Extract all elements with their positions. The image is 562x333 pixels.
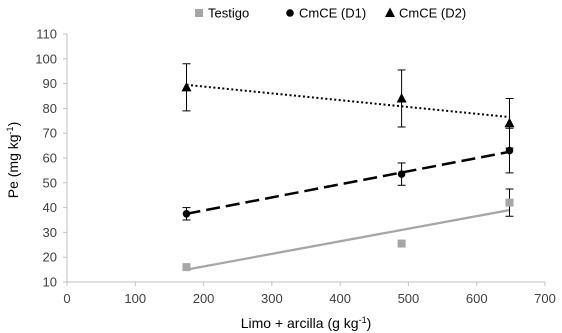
- data-point-cmce-d1: [505, 146, 514, 155]
- x-tick-label: 400: [329, 291, 351, 306]
- data-point-cmce-d2: [181, 81, 192, 92]
- data-point-testigo: [182, 263, 191, 272]
- y-axis-label: Pe (mg kg-1): [5, 122, 21, 199]
- legend: Testigo CmCE (D1) CmCE (D2): [195, 6, 466, 21]
- x-tick-label: 200: [193, 291, 215, 306]
- y-tick-label: 90: [43, 76, 57, 91]
- trendline-cmce-d2: [186, 83, 510, 119]
- x-tick-label: 300: [261, 291, 283, 306]
- x-tick-label: 0: [63, 291, 70, 306]
- plot-area: 10 20 30 40 50 60 70 80 90 100 110 0 100 200 300 400 500…: [35, 27, 556, 307]
- y-tick-label: 50: [43, 175, 57, 190]
- data-point-cmce-d1: [397, 170, 406, 178]
- x-tick-label: 700: [534, 291, 556, 306]
- legend-marker-cmce-d2: [385, 7, 395, 17]
- y-tick-label: 100: [35, 51, 57, 66]
- y-tick-label: 80: [43, 101, 57, 116]
- y-tick-label: 40: [43, 200, 57, 215]
- data-point-testigo: [505, 198, 514, 207]
- trendline-cmce-d1: [186, 150, 510, 216]
- x-tick-label: 500: [398, 291, 420, 306]
- data-point-cmce-d1: [182, 210, 191, 218]
- data-point-cmce-d2: [504, 117, 515, 128]
- data-point-cmce-d2: [396, 92, 407, 103]
- y-tick-label: 70: [43, 126, 57, 141]
- legend-label-cmce-d1: CmCE (D1): [299, 6, 366, 21]
- y-tick-label: 30: [43, 225, 57, 240]
- y-tick-label: 20: [43, 250, 57, 265]
- y-tick-label: 60: [43, 151, 57, 166]
- legend-marker-testigo: [195, 9, 203, 17]
- x-axis-label: Limo + arcilla (g kg-1): [241, 315, 372, 331]
- x-tick-label: 600: [466, 291, 488, 306]
- x-tick-label: 100: [124, 291, 146, 306]
- legend-marker-cmce-d1: [286, 9, 294, 17]
- y-tick-label: 110: [36, 27, 57, 42]
- trendline-testigo: [186, 208, 510, 271]
- y-tick-label: 10: [43, 275, 57, 290]
- legend-label-testigo: Testigo: [208, 6, 249, 21]
- y-axis-title: Pe (mg kg-1): [5, 122, 21, 199]
- data-point-testigo: [397, 239, 406, 248]
- legend-label-cmce-d2: CmCE (D2): [399, 6, 466, 21]
- x-axis-title: Limo + arcilla (g kg-1): [241, 315, 372, 331]
